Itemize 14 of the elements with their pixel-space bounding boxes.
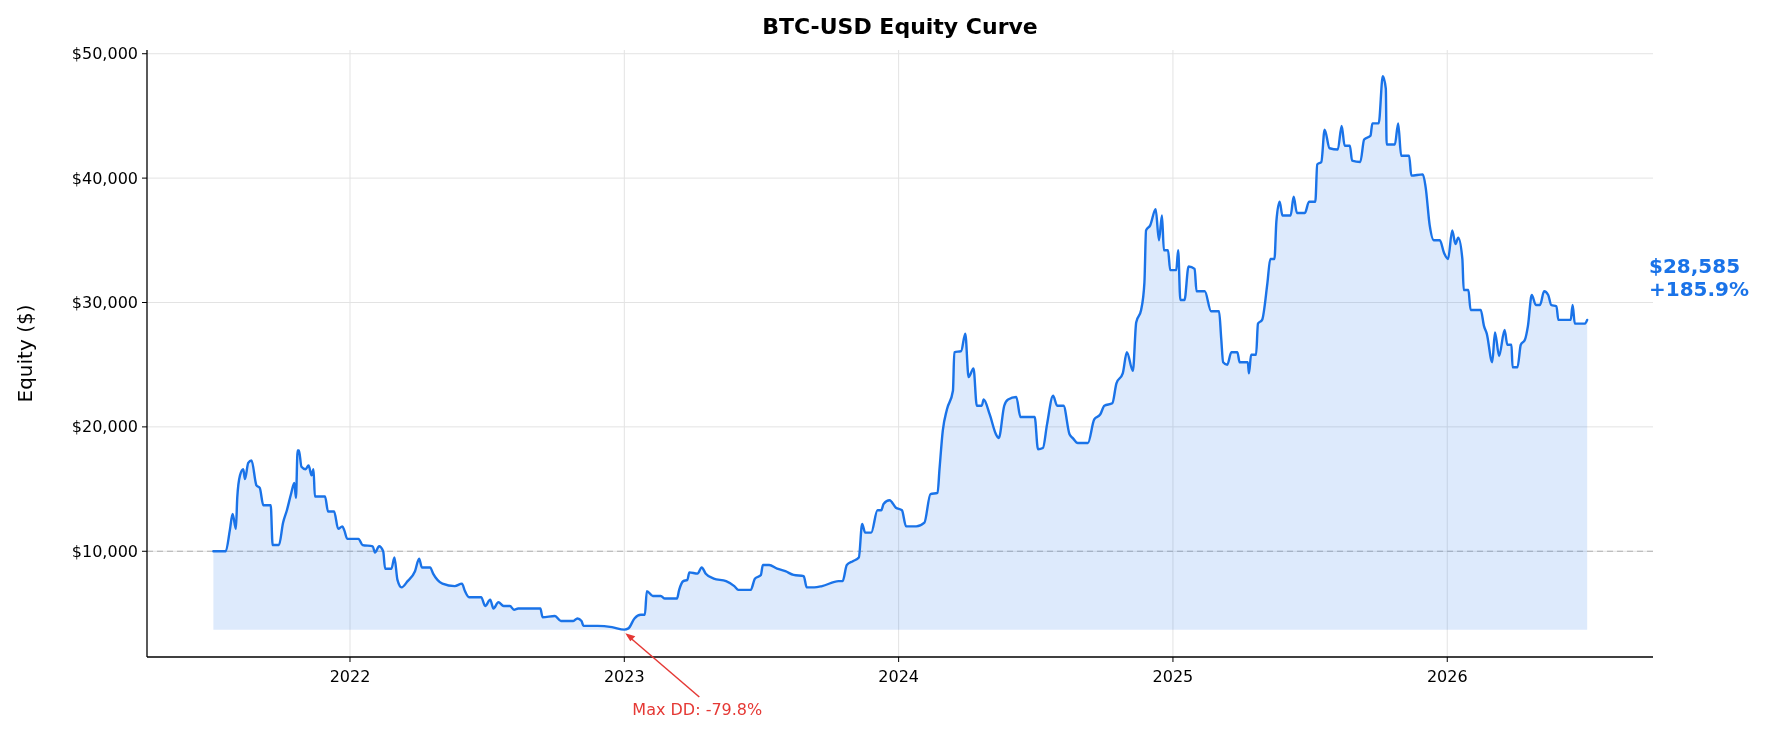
x-tick-label: 2022 — [329, 667, 371, 686]
y-axis-title: Equity ($) — [13, 304, 37, 403]
y-tick-label: $40,000 — [71, 168, 138, 188]
y-tick-label: $50,000 — [71, 44, 138, 64]
y-tick-label: $10,000 — [71, 541, 138, 561]
chart-title: BTC-USD Equity Curve — [762, 14, 1038, 39]
x-tick-label: 2023 — [603, 667, 645, 686]
annotation: Max DD: -79.8% — [632, 700, 763, 719]
y-tick-label: $20,000 — [71, 417, 138, 437]
y-tick-label: $30,000 — [71, 293, 138, 313]
x-tick-label: 2026 — [1426, 667, 1468, 686]
x-tick-label: 2024 — [878, 667, 919, 686]
x-tick-label: 2025 — [1152, 667, 1194, 686]
annotation: $28,585 +185.9% — [1649, 253, 1750, 301]
